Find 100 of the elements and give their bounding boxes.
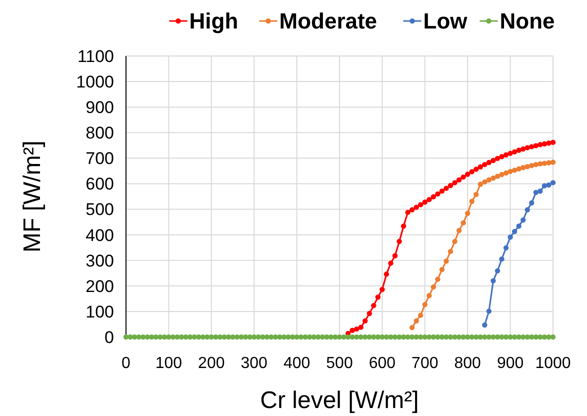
point [550,180,556,186]
point [422,302,428,308]
point [474,192,479,198]
point [350,328,355,333]
point [533,190,539,196]
x-tick-label: 0 [122,355,131,372]
point [418,312,424,318]
point [358,324,364,330]
point [439,188,445,194]
point [529,200,534,206]
legend-label: Moderate [279,8,378,34]
point [444,258,449,264]
point [435,276,440,282]
point [456,177,462,182]
point [508,150,513,156]
point [494,156,500,162]
point [512,228,518,234]
point [452,238,458,244]
point [388,260,394,266]
point [375,294,381,300]
point [490,176,496,181]
y-tick-label: 800 [86,124,114,143]
point [482,162,488,168]
point [439,266,445,272]
point [478,182,484,187]
point [538,188,543,194]
point [482,179,488,185]
point [430,284,436,290]
point [426,293,432,298]
point [371,302,376,308]
y-tick-label: 300 [86,251,114,270]
point [516,166,522,172]
point [422,200,428,205]
point [444,186,449,191]
point [499,172,504,178]
point [546,140,552,146]
point [435,191,440,197]
point [460,220,466,226]
legend-label: Low [423,8,468,34]
y-tick-label: 100 [86,302,114,322]
point [550,140,556,145]
y-tick-label: 600 [86,174,114,194]
point [354,326,360,332]
point [546,182,552,188]
point [478,164,484,170]
point [469,198,474,204]
point [520,165,526,170]
point [380,286,385,292]
point [512,149,518,154]
point [546,160,552,166]
point [486,308,492,314]
point [392,253,398,258]
y-tick-label: 700 [86,149,114,168]
point [529,162,534,168]
y-tick-label: 1100 [77,46,114,66]
x-tick-label: 400 [283,355,310,372]
point [400,224,406,229]
point [516,148,522,153]
point [494,174,500,179]
point [520,217,526,223]
y-tick-label: 1000 [76,72,114,92]
point [550,160,556,165]
point [520,146,526,152]
point [460,174,466,180]
point [384,272,390,277]
point [396,238,402,244]
point [426,196,432,202]
point [362,318,368,324]
y-tick-label: 500 [86,200,114,220]
y-tick-label: 900 [86,98,114,118]
point [465,172,470,177]
point [448,248,454,254]
y-tick-label: 400 [86,226,114,245]
point [538,142,543,148]
x-tick-label: 800 [454,355,482,372]
x-tick-label: 500 [326,355,353,372]
point [503,152,509,158]
point [409,324,415,330]
point [474,166,479,172]
point [499,256,504,262]
point [430,194,436,200]
legend-label: High [189,8,238,34]
point [503,170,509,176]
y-tick-label: 200 [86,276,114,296]
point [490,158,496,164]
point [516,224,522,229]
x-tick-label: 100 [155,355,182,372]
point [452,180,458,186]
point [469,169,474,174]
point [503,245,509,250]
point [486,177,492,182]
point [414,204,419,210]
point [409,207,415,212]
x-tick-label: 200 [198,355,225,372]
point [499,154,504,160]
point [405,210,410,215]
point [465,210,470,216]
y-tick-label: 0 [104,328,114,347]
point [366,310,372,316]
point [538,161,543,166]
